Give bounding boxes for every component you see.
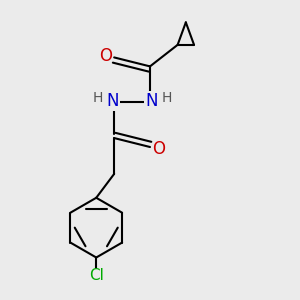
Text: O: O: [152, 140, 166, 158]
Text: H: H: [161, 91, 172, 105]
Text: O: O: [99, 47, 112, 65]
Text: N: N: [106, 92, 119, 110]
Text: N: N: [145, 92, 158, 110]
Text: H: H: [93, 91, 103, 105]
Text: Cl: Cl: [89, 268, 104, 283]
